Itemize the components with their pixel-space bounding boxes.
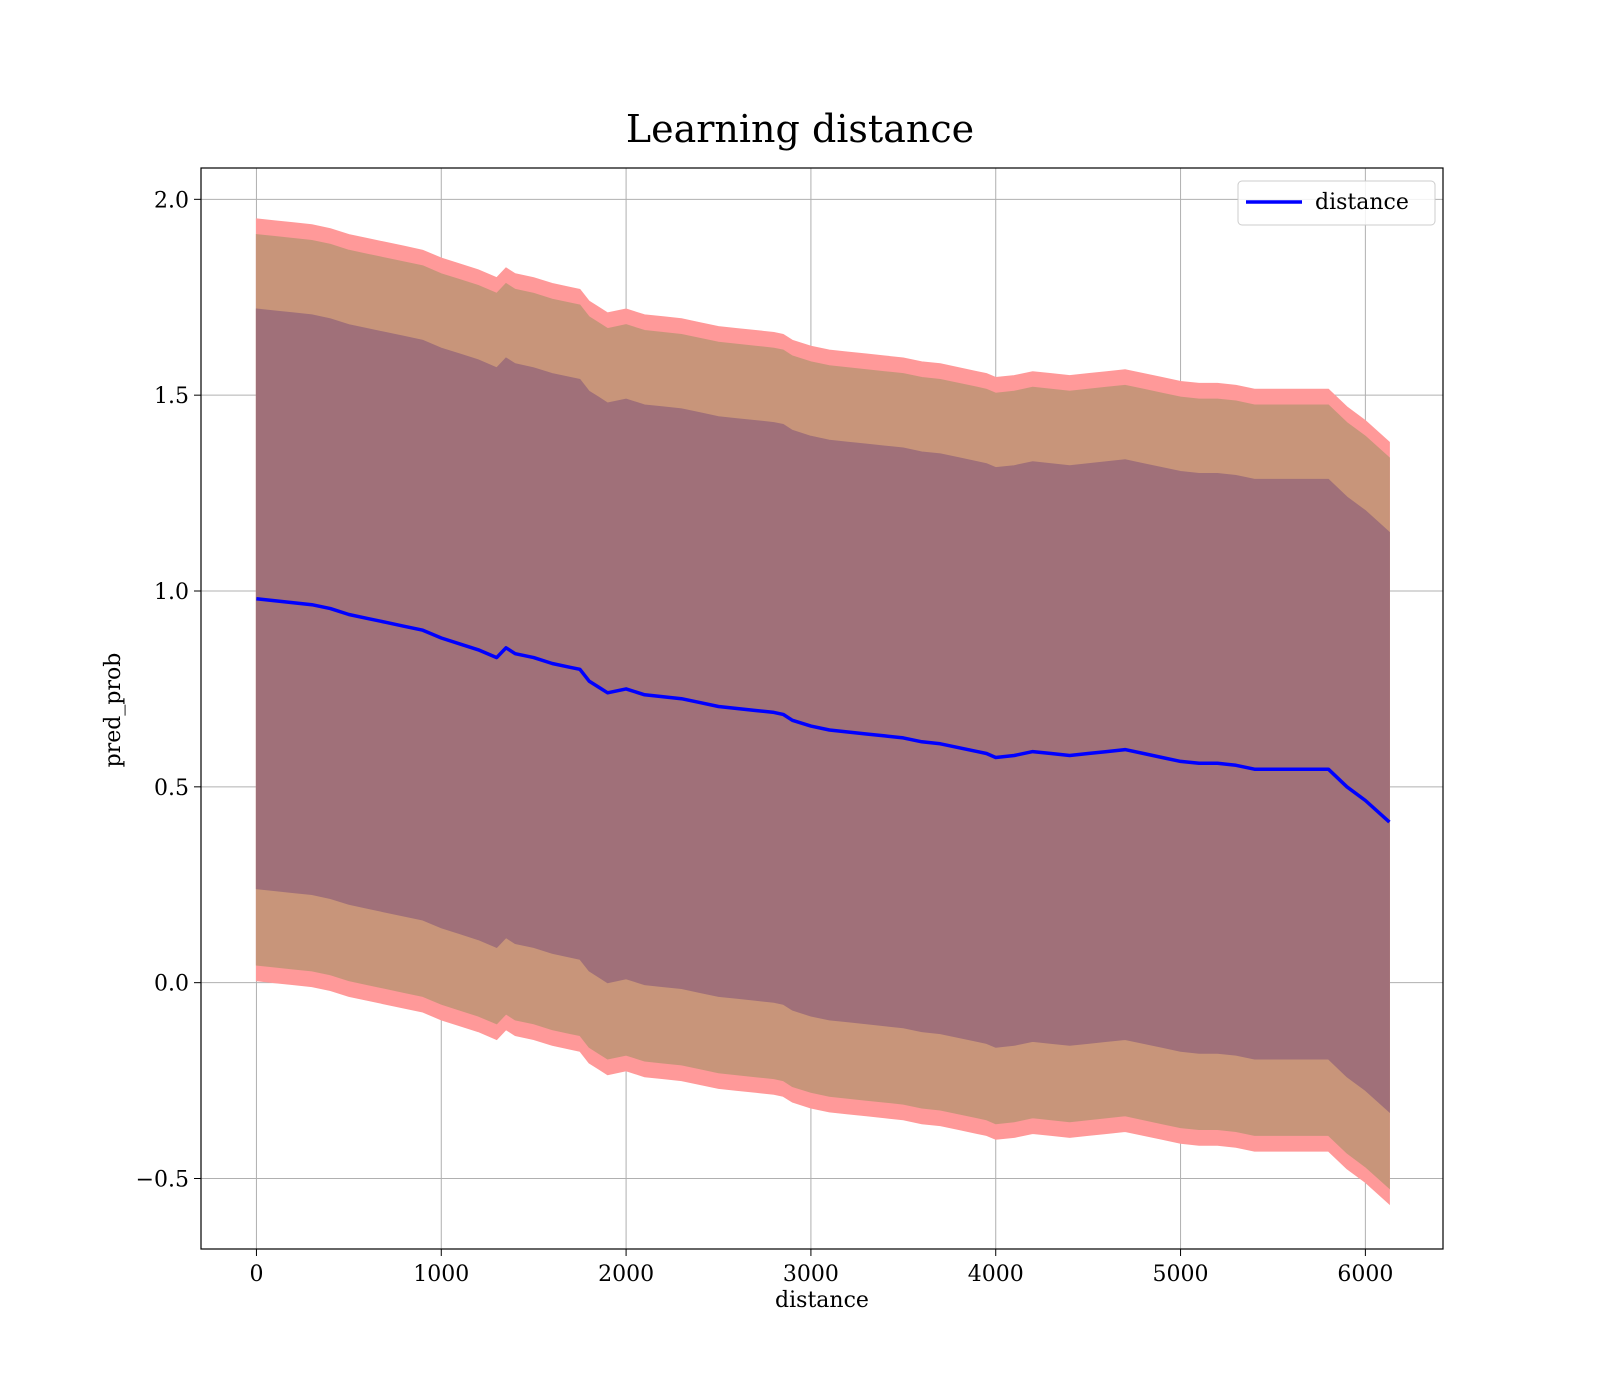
x-axis-label: distance xyxy=(775,1288,869,1313)
y-tick-label: 1.5 xyxy=(154,384,189,409)
y-tick-label: 0.5 xyxy=(154,776,189,801)
x-tick-label: 3000 xyxy=(783,1262,839,1287)
plot-frame xyxy=(200,167,1444,1250)
x-tick-label: 6000 xyxy=(1337,1262,1393,1287)
legend-entry-distance: distance xyxy=(1315,190,1409,215)
x-tick-label: 4000 xyxy=(968,1262,1024,1287)
x-tick-label: 5000 xyxy=(1153,1262,1209,1287)
y-tick-label: 1.0 xyxy=(154,580,189,605)
series-layer xyxy=(256,597,1391,824)
y-axis-ticks: −0.5 0.0 0.5 1.0 1.5 2.0 xyxy=(136,188,201,1193)
legend-box xyxy=(1237,180,1436,226)
x-tick-label: 0 xyxy=(249,1262,263,1287)
y-axis-label: pred_prob xyxy=(101,653,126,768)
x-axis-ticks: 0 1000 2000 3000 4000 5000 6000 xyxy=(249,1249,1393,1287)
legend: distance xyxy=(1237,180,1436,226)
band-inner xyxy=(255,308,1390,1114)
y-tick-label: 0.0 xyxy=(154,972,189,997)
y-tick-label: 2.0 xyxy=(154,188,189,213)
chart-title: Learning distance xyxy=(626,107,974,151)
series-line-distance xyxy=(256,597,1391,824)
confidence-bands xyxy=(255,218,1390,1206)
y-tick-label: −0.5 xyxy=(136,1168,189,1193)
x-tick-label: 2000 xyxy=(598,1262,654,1287)
x-tick-label: 1000 xyxy=(413,1262,469,1287)
